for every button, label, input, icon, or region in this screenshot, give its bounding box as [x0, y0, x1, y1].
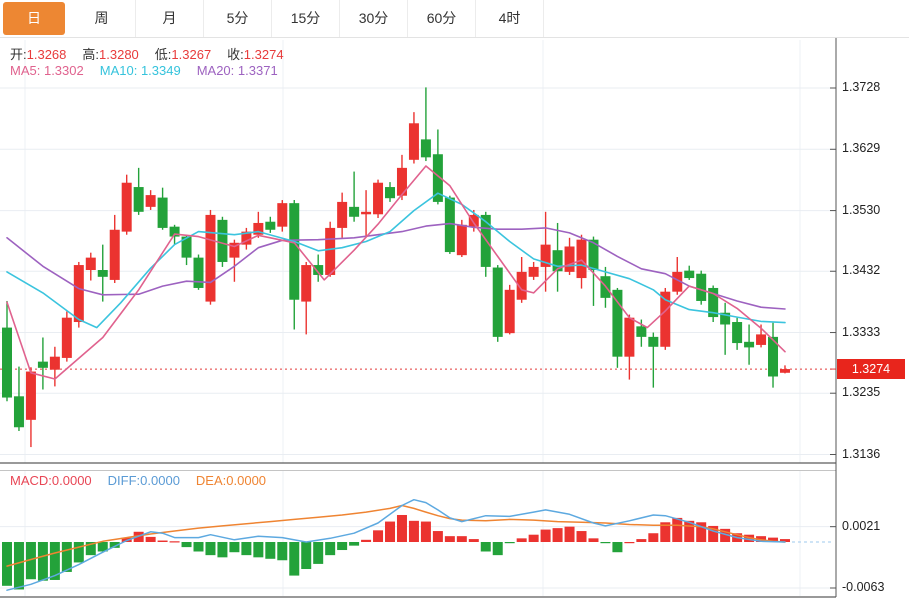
dea-label: DEA: [195, 473, 227, 488]
macd-axis-label: 0.0021 [842, 518, 881, 533]
macd-axis-label: -0.0063 [842, 580, 885, 594]
price-axis-label: 1.3432 [842, 263, 881, 278]
price-axis-label: 1.3235 [842, 385, 881, 400]
ma10-value: 1.3349 [140, 63, 181, 78]
close-value: 1.3274 [243, 47, 284, 62]
last-price-badge: 1.3274 [837, 359, 905, 380]
open-value: 1.3268 [26, 47, 67, 62]
ma-legend: MA5: 1.3302 MA10: 1.3349 MA20: 1.3371 [10, 63, 278, 78]
ma20-label: MA20: [196, 63, 235, 78]
ma5-value: 1.3302 [43, 63, 84, 78]
macd-value: 0.0000 [51, 473, 92, 488]
high-label: 高: [82, 47, 100, 62]
dea-value: 0.0000 [226, 473, 267, 488]
tab-5min[interactable]: 5分 [204, 0, 272, 37]
price-axis-label: 1.3136 [842, 446, 881, 461]
tab-60min[interactable]: 60分 [408, 0, 476, 37]
ma5-label: MA5: [10, 63, 41, 78]
diff-label: DIFF: [107, 473, 141, 488]
tab-30min[interactable]: 30分 [340, 0, 408, 37]
ma20-value: 1.3371 [237, 63, 278, 78]
price-axis-label: 1.3629 [842, 141, 881, 156]
diff-value: 0.0000 [140, 473, 180, 488]
low-label: 低: [154, 47, 172, 62]
tab-day[interactable]: 日 [3, 2, 65, 35]
macd-label: MACD: [10, 473, 52, 488]
tab-4hour[interactable]: 4时 [476, 0, 544, 37]
high-value: 1.3280 [99, 47, 139, 62]
tab-month[interactable]: 月 [136, 0, 204, 37]
ohlc-legend: 开:1.3268 高:1.3280 低:1.3267 收:1.3274 [10, 44, 284, 63]
macd-legend: MACD:0.0000 DIFF:0.0000 DEA:0.0000 [10, 473, 266, 488]
tab-15min[interactable]: 15分 [272, 0, 340, 37]
price-axis-label: 1.3728 [842, 80, 881, 94]
close-label: 收: [227, 47, 244, 62]
ma10-label: MA10: [99, 63, 138, 78]
price-axis-label: 1.3333 [842, 324, 881, 339]
open-label: 开: [10, 47, 27, 62]
low-value: 1.3267 [171, 47, 212, 62]
price-axis-label: 1.3530 [842, 202, 881, 217]
timeframe-tabbar: 日 周 月 5分 15分 30分 60分 4时 [0, 0, 909, 38]
tab-week[interactable]: 周 [68, 0, 136, 37]
